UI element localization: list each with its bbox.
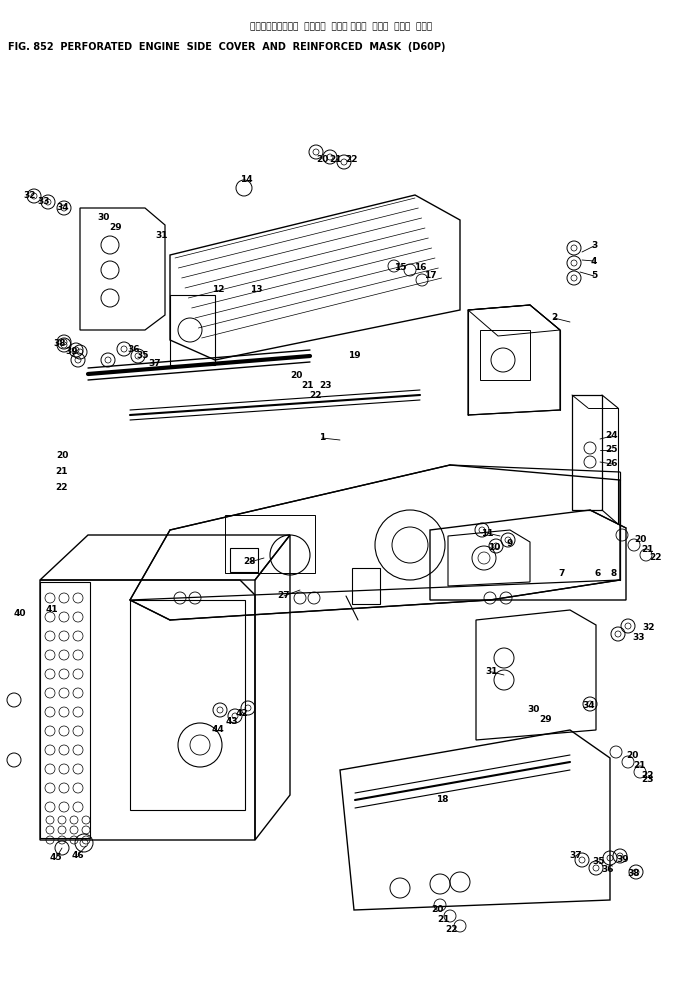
Text: 31: 31 [486, 667, 499, 676]
Bar [225, 515, 315, 573]
Text: 37: 37 [569, 850, 582, 859]
Text: 5: 5 [591, 271, 597, 280]
Text: FIG. 852  PERFORATED  ENGINE  SIDE  COVER  AND  REINFORCED  MASK  (D60P): FIG. 852 PERFORATED ENGINE SIDE COVER AN… [8, 42, 445, 52]
Text: 37: 37 [149, 359, 162, 368]
Text: 17: 17 [424, 270, 436, 279]
Text: 25: 25 [606, 445, 619, 454]
Text: 39: 39 [617, 855, 629, 864]
Text: 1: 1 [319, 434, 325, 442]
Text: 8: 8 [611, 569, 617, 579]
Text: 4: 4 [591, 257, 597, 265]
Text: 43: 43 [226, 718, 238, 726]
Text: 27: 27 [278, 592, 291, 601]
Bar [352, 568, 380, 604]
Text: 20: 20 [626, 751, 638, 761]
Text: 20: 20 [431, 905, 443, 914]
Text: 20: 20 [316, 155, 328, 164]
Text: 32: 32 [24, 191, 36, 200]
Text: 24: 24 [606, 432, 619, 440]
Text: 31: 31 [155, 232, 168, 241]
Text: 21: 21 [642, 545, 654, 553]
Text: 14: 14 [239, 176, 252, 185]
Text: 34: 34 [582, 702, 595, 711]
Text: 19: 19 [348, 351, 360, 360]
Text: 6: 6 [595, 569, 601, 579]
Text: 22: 22 [346, 155, 358, 164]
Text: 15: 15 [394, 262, 406, 271]
Text: 20: 20 [634, 535, 646, 544]
Text: 45: 45 [50, 853, 62, 862]
Text: 35: 35 [593, 857, 605, 866]
Text: パーフォレーテッド  エンジン  サイド カバー  および  強化形  マスク: パーフォレーテッド エンジン サイド カバー および 強化形 マスク [250, 22, 432, 31]
Text: 22: 22 [56, 484, 68, 492]
Text: 12: 12 [211, 284, 224, 294]
Text: 35: 35 [137, 352, 149, 361]
Text: 32: 32 [642, 623, 655, 632]
Bar [480, 330, 530, 380]
Text: 41: 41 [46, 606, 59, 614]
Text: 29: 29 [110, 223, 122, 233]
Text: 36: 36 [602, 864, 614, 874]
Bar [130, 600, 245, 810]
Text: 3: 3 [591, 242, 597, 251]
Text: 26: 26 [606, 459, 619, 469]
Text: 22: 22 [310, 390, 323, 399]
Text: 29: 29 [539, 716, 552, 724]
Text: 38: 38 [627, 869, 640, 878]
Text: 21: 21 [330, 155, 342, 164]
Text: 22: 22 [446, 924, 458, 934]
Text: 28: 28 [243, 557, 256, 566]
Text: 30: 30 [98, 213, 110, 222]
Text: 2: 2 [551, 314, 557, 322]
Text: 16: 16 [414, 262, 426, 271]
Text: 23: 23 [320, 380, 332, 389]
Text: 40: 40 [14, 609, 26, 618]
Text: 39: 39 [65, 348, 78, 357]
Text: 36: 36 [128, 344, 140, 354]
Text: 38: 38 [54, 339, 66, 349]
Text: 9: 9 [507, 539, 513, 548]
Text: 22: 22 [649, 553, 662, 562]
Text: 23: 23 [642, 775, 654, 783]
Text: 46: 46 [72, 850, 85, 859]
Text: 18: 18 [436, 795, 448, 804]
Text: 44: 44 [211, 725, 224, 734]
Text: 20: 20 [290, 371, 302, 379]
Text: 21: 21 [438, 914, 450, 923]
Text: 21: 21 [56, 468, 68, 477]
Text: 33: 33 [633, 633, 645, 643]
Text: 13: 13 [250, 284, 263, 294]
Text: 21: 21 [634, 761, 647, 770]
Text: 20: 20 [56, 451, 68, 460]
Text: 11: 11 [481, 529, 493, 538]
Text: 30: 30 [528, 706, 540, 715]
Text: 42: 42 [236, 710, 248, 719]
Text: 21: 21 [301, 380, 314, 389]
Text: 7: 7 [559, 569, 565, 579]
Text: 10: 10 [488, 544, 500, 552]
Text: 22: 22 [642, 772, 654, 781]
Text: 34: 34 [57, 202, 70, 211]
Text: 33: 33 [38, 198, 50, 206]
Bar [230, 548, 258, 572]
